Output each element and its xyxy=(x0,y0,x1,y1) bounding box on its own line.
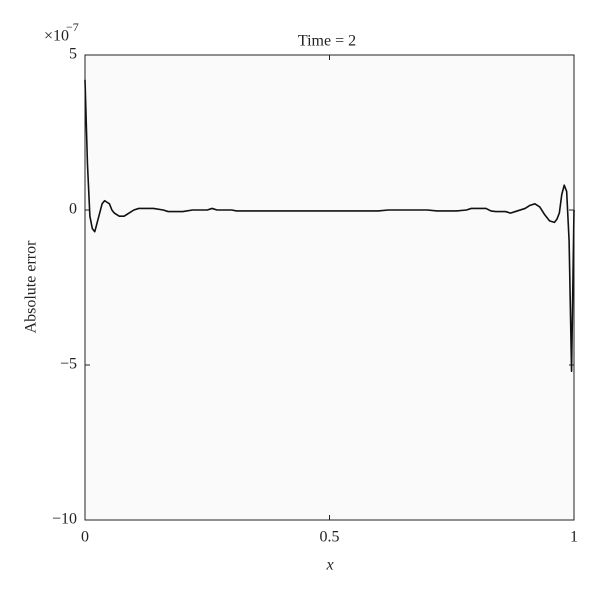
y-tick-label: −5 xyxy=(60,356,77,373)
y-multiplier-exponent: −7 xyxy=(66,20,79,34)
plot-frame xyxy=(84,54,575,521)
y-multiplier: ×10 xyxy=(44,28,69,45)
x-axis-label: x xyxy=(325,557,333,574)
x-tick-label: 0.5 xyxy=(320,529,340,546)
y-tick-label: 5 xyxy=(69,46,77,63)
y-axis-label: Absolute error xyxy=(23,240,40,334)
data-line xyxy=(84,79,575,372)
x-tick-label: 0 xyxy=(81,529,89,546)
chart-title: Time = 2 xyxy=(298,33,356,50)
y-tick-label: 0 xyxy=(69,201,77,218)
x-tick-label: 1 xyxy=(570,529,578,546)
y-tick-label: −10 xyxy=(52,511,77,528)
